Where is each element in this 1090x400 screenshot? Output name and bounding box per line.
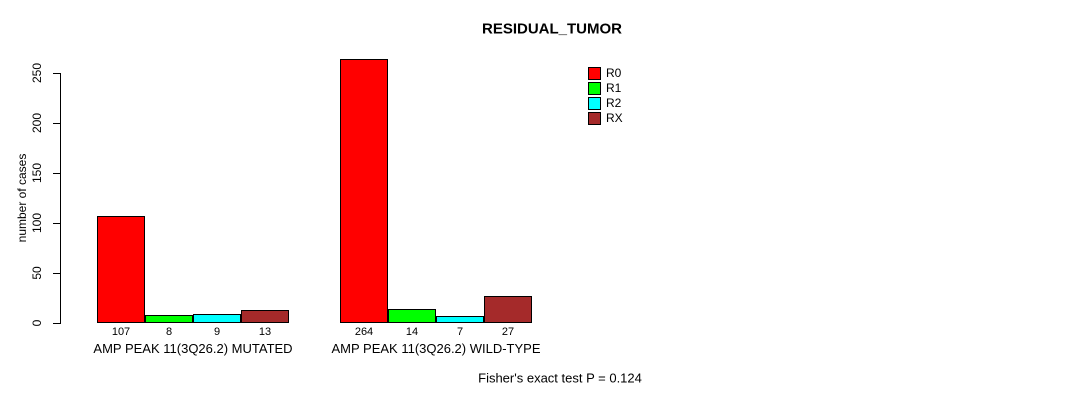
bar-value-label: 27 [501,326,515,338]
bar-value-label: 13 [258,326,272,338]
stat-annotation: Fisher's exact test P = 0.124 [478,370,642,386]
bar-r2-group2 [436,316,484,323]
bar-r0-group2 [340,59,388,323]
legend-swatch-rx [588,112,601,125]
legend-label: R2 [606,96,622,110]
bar-r1-group1 [145,315,193,323]
legend-swatch-r2 [588,97,601,110]
y-tick-mark [53,173,60,174]
legend-swatch-r1 [588,82,601,95]
bar-value-label: 8 [165,326,173,338]
x-category-label: AMP PEAK 11(3Q26.2) WILD-TYPE [331,341,541,356]
bar-value-label: 14 [405,326,419,338]
y-tick-mark [53,223,60,224]
y-tick-label: 50 [30,266,44,280]
bar-value-label: 107 [111,326,131,338]
legend-label: R0 [606,66,622,80]
y-tick-label: 150 [30,162,44,184]
legend: R0 R1 R2 RX [588,66,623,126]
x-category-label: AMP PEAK 11(3Q26.2) MUTATED [93,341,293,356]
y-axis-label: number of cases [15,153,29,243]
y-tick-mark [53,273,60,274]
y-tick-label: 200 [30,112,44,134]
y-axis-line [60,73,61,324]
bar-rx-group2 [484,296,532,323]
bar-r0-group1 [97,216,145,323]
legend-item: RX [588,111,623,126]
bar-rx-group1 [241,310,289,323]
legend-item: R1 [588,81,623,96]
y-tick-label: 0 [30,319,44,327]
legend-label: RX [606,111,623,125]
legend-item: R2 [588,96,623,111]
bar-value-label: 9 [213,326,221,338]
y-tick-mark [53,123,60,124]
legend-label: R1 [606,81,622,95]
legend-item: R0 [588,66,623,81]
chart-title: RESIDUAL_TUMOR [481,20,623,38]
y-tick-mark [53,323,60,324]
legend-swatch-r0 [588,67,601,80]
bar-r1-group2 [388,309,436,323]
bar-value-label: 264 [354,326,374,338]
bar-value-label: 7 [456,326,464,338]
y-tick-label: 250 [30,62,44,84]
y-tick-mark [53,73,60,74]
y-tick-label: 100 [30,212,44,234]
bar-r2-group1 [193,314,241,323]
